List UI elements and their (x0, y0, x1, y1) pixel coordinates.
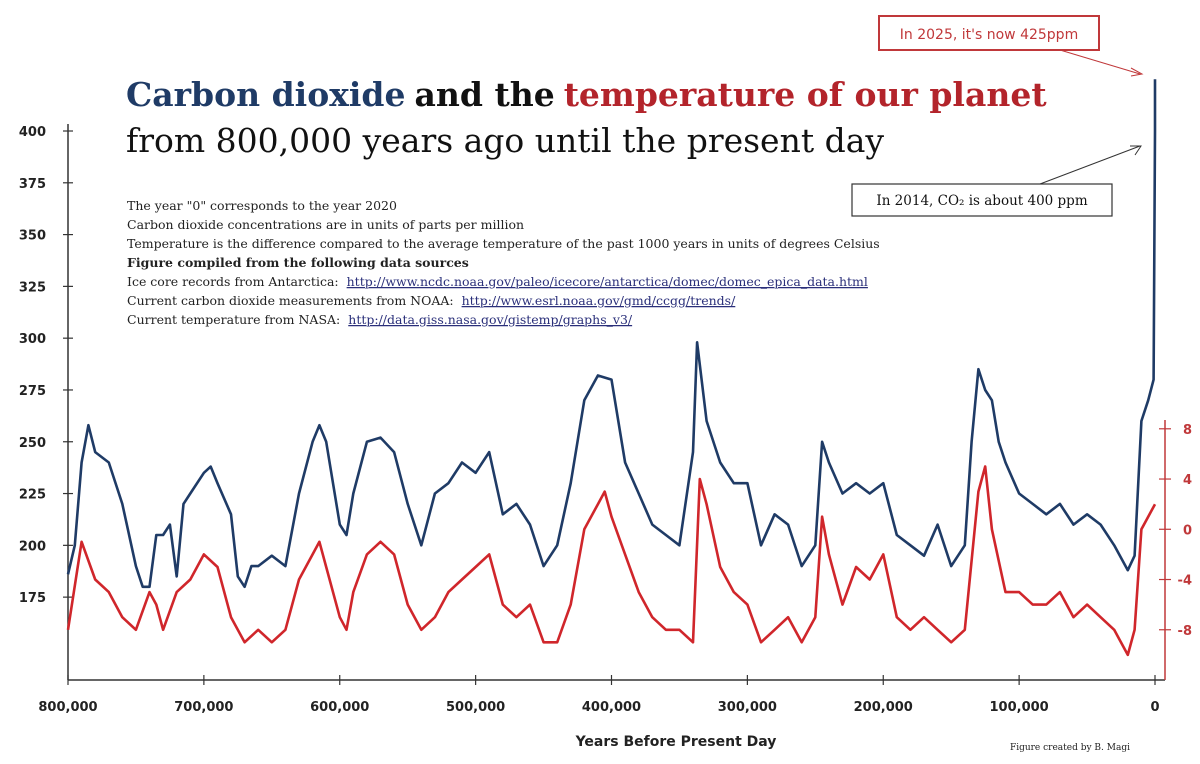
arrow-head (1130, 67, 1144, 77)
annotation-arrow (1059, 49, 1141, 75)
annotation-arrow (1039, 145, 1141, 185)
y2-tick-label: -4 (1178, 574, 1192, 589)
y-tick-label: 175 (19, 591, 46, 606)
note: Temperature is the difference compared t… (127, 236, 880, 251)
y-tick-label: 300 (19, 332, 46, 347)
source: Current carbon dioxide measurements from… (127, 293, 736, 308)
annotation-box (878, 15, 1100, 51)
y2-tick-label: 4 (1183, 473, 1192, 488)
y-tick-label: 400 (19, 125, 46, 140)
x-tick-label: 800,000 (38, 700, 97, 715)
title-part: temperature of our planet (564, 75, 1048, 114)
y-tick-label: 225 (19, 488, 46, 503)
y2-tick-label: 0 (1183, 523, 1192, 538)
arrow-head (1130, 145, 1142, 156)
chart-subtitle: from 800,000 years ago until the present… (126, 121, 884, 160)
y2-tick-label: 8 (1183, 423, 1192, 438)
y-tick-label: 250 (19, 436, 46, 451)
x-tick-label: 0 (1150, 700, 1159, 715)
x-tick-label: 300,000 (718, 700, 777, 715)
note: Carbon dioxide concentrations are in uni… (127, 217, 524, 232)
source-link: http://www.ncdc.noaa.gov/paleo/icecore/a… (347, 274, 868, 289)
x-tick-label: 700,000 (174, 700, 233, 715)
credit: Figure created by B. Magi (1010, 743, 1130, 753)
y-tick-label: 200 (19, 539, 46, 554)
x-axis-label: Years Before Present Day (575, 734, 777, 750)
source: Ice core records from Antarctica: http://… (127, 274, 868, 289)
source-link: http://www.esrl.noaa.gov/gmd/ccgg/trends… (462, 293, 736, 308)
title-part: and the (415, 75, 555, 114)
source-text: Ice core records from Antarctica: (127, 274, 339, 289)
y2-tick-label: -8 (1178, 624, 1192, 639)
y-tick-label: 275 (19, 384, 46, 399)
y-tick-label: 350 (19, 229, 46, 244)
y-tick-label: 325 (19, 280, 46, 295)
note: The year "0" corresponds to the year 202… (127, 198, 397, 213)
y-tick-label: 375 (19, 177, 46, 192)
data-line (66, 79, 1157, 589)
x-tick-label: 100,000 (990, 700, 1049, 715)
x-tick-label: 400,000 (582, 700, 641, 715)
chart-title: Carbon dioxide and the temperature of our … (126, 75, 1047, 114)
x-tick-label: 600,000 (310, 700, 369, 715)
notes: The year "0" corresponds to the year 202… (127, 198, 880, 327)
annotation: In 2025, it's now 425ppm (900, 27, 1078, 43)
note: Figure compiled from the following data … (127, 255, 469, 270)
x-tick-label: 200,000 (854, 700, 913, 715)
source-text: Current carbon dioxide measurements from… (127, 293, 454, 308)
source: Current temperature from NASA: http://dat… (127, 312, 633, 327)
source-text: Current temperature from NASA: (127, 312, 340, 327)
annotation-box (851, 183, 1113, 217)
annotation: In 2014, CO₂ is about 400 ppm (876, 193, 1087, 209)
data-line (66, 465, 1157, 657)
source-link: http://data.giss.nasa.gov/gistemp/graphs… (348, 312, 633, 327)
x-tick-label: 500,000 (446, 700, 505, 715)
title-part: Carbon dioxide (126, 75, 406, 114)
